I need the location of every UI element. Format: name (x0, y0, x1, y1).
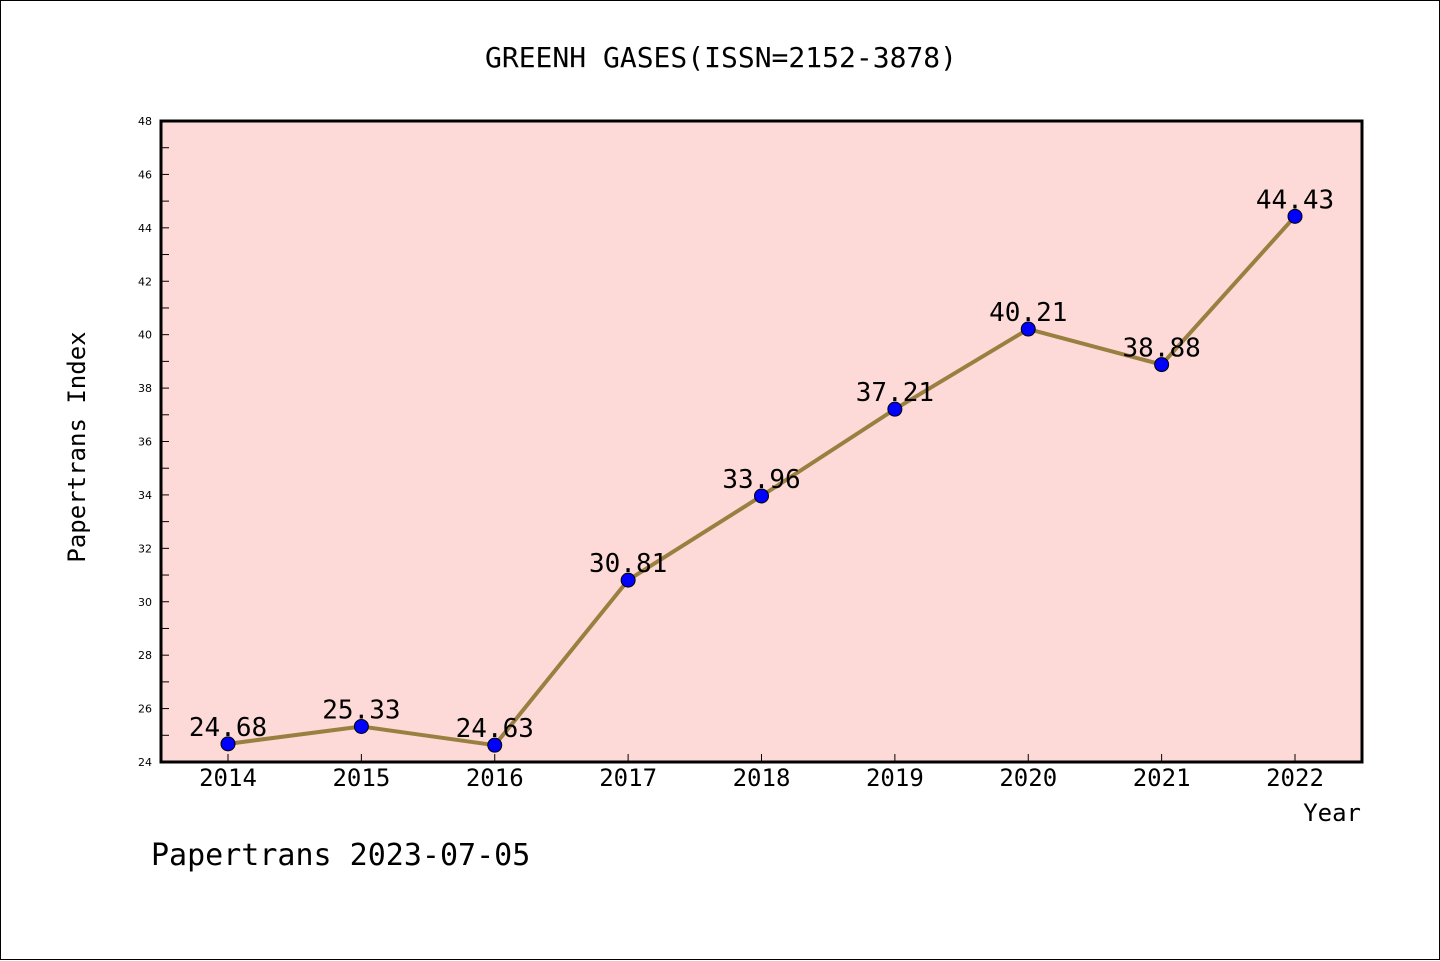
y-axis: 24 26 28 30 32 34 36 38 40 42 44 46 48 (138, 115, 169, 769)
y-tick-label: 46 (138, 168, 152, 181)
data-point (1020, 321, 1036, 337)
data-point (1154, 357, 1170, 373)
footer-watermark: Papertrans 2023-07-05 (151, 838, 530, 873)
data-label: 44.43 (1256, 185, 1334, 215)
data-labels: 24.68 25.33 24.63 30.81 33.96 37.21 40.21 38.88… (189, 185, 1334, 744)
data-label: 38.88 (1122, 334, 1200, 364)
y-tick-label: 40 (138, 329, 152, 342)
y-tick-label: 36 (138, 436, 152, 449)
y-tick-label: 34 (138, 489, 152, 502)
data-label: 25.33 (322, 695, 400, 725)
x-tick-label: 2019 (866, 764, 924, 792)
data-label: 24.63 (456, 714, 534, 744)
data-point (887, 401, 903, 417)
x-tick-label: 2014 (199, 764, 257, 792)
data-label: 24.68 (189, 713, 267, 743)
x-tick-label: 2021 (1133, 764, 1191, 792)
x-axis-label: Year (1303, 799, 1361, 827)
x-tick-label: 2017 (599, 764, 657, 792)
x-axis: 2014 2015 2016 2017 2018 2019 2020 2021 2022 (199, 754, 1324, 792)
data-point (220, 736, 236, 752)
data-point (353, 718, 369, 734)
y-tick-label: 26 (138, 703, 152, 716)
y-tick-label: 48 (138, 115, 152, 128)
data-label: 40.21 (989, 298, 1067, 328)
y-tick-label: 30 (138, 596, 152, 609)
data-label: 33.96 (722, 465, 800, 495)
y-tick-label: 38 (138, 382, 152, 395)
x-tick-label: 2018 (733, 764, 791, 792)
x-tick-label: 2022 (1266, 764, 1324, 792)
y-tick-label: 44 (138, 222, 152, 235)
x-tick-label: 2016 (466, 764, 524, 792)
y-tick-label: 42 (138, 275, 152, 288)
data-point (620, 572, 636, 588)
data-label: 30.81 (589, 549, 667, 579)
y-tick-label: 24 (138, 756, 152, 769)
data-point (754, 488, 769, 504)
x-tick-label: 2020 (999, 764, 1057, 792)
data-points (220, 208, 1303, 753)
y-tick-label: 32 (138, 542, 152, 555)
data-point (487, 737, 503, 753)
y-tick-label: 28 (138, 649, 152, 662)
data-label: 37.21 (856, 378, 934, 408)
y-axis-label: Papertrans Index (63, 331, 91, 562)
plot-area (159, 119, 1364, 764)
data-point (1287, 208, 1303, 224)
x-tick-label: 2015 (332, 764, 390, 792)
chart-title: GREENH GASES(ISSN=2152-3878) (485, 41, 957, 74)
